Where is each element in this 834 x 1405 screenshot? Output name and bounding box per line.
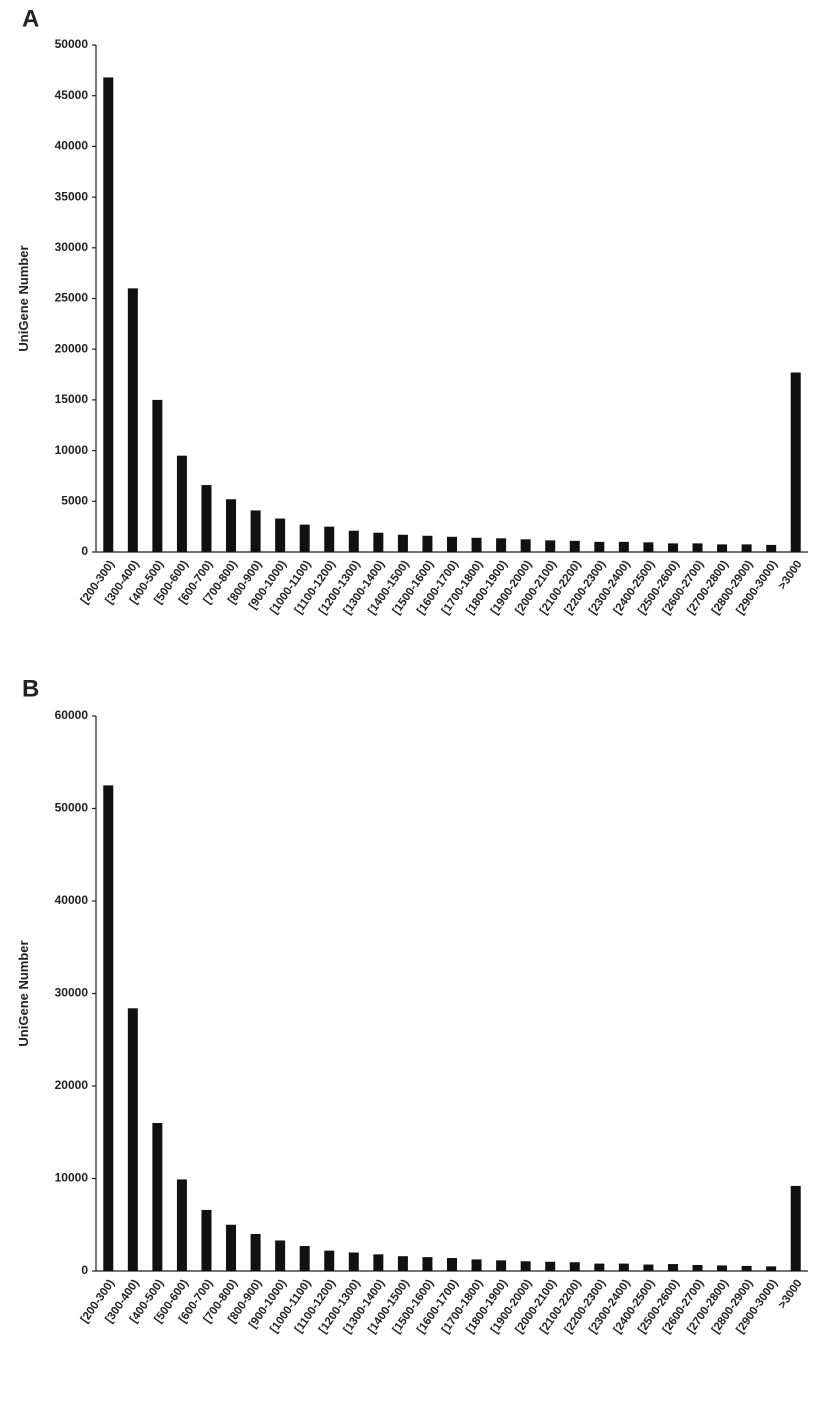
bar bbox=[447, 1258, 457, 1271]
y-tick-label: 10000 bbox=[55, 443, 89, 457]
y-tick-label: 15000 bbox=[55, 392, 89, 406]
bar bbox=[643, 542, 654, 552]
panel-label: A bbox=[22, 5, 39, 32]
bar bbox=[226, 1224, 237, 1271]
bar bbox=[397, 1256, 408, 1271]
bar bbox=[348, 1252, 359, 1271]
bar bbox=[422, 1257, 433, 1271]
bar bbox=[594, 1263, 605, 1271]
bar bbox=[152, 1123, 163, 1271]
bar bbox=[250, 510, 261, 552]
panel-label: B bbox=[22, 675, 39, 702]
y-tick-label: 30000 bbox=[55, 240, 89, 254]
bar bbox=[201, 1209, 212, 1271]
bar bbox=[717, 544, 728, 552]
bar bbox=[471, 1259, 482, 1271]
bar bbox=[741, 544, 752, 552]
y-axis-label: UniGene Number bbox=[16, 245, 31, 351]
y-tick-label: 50000 bbox=[55, 37, 89, 51]
y-tick-label: 40000 bbox=[55, 139, 89, 153]
bar bbox=[692, 543, 703, 552]
x-tick-label: >3000 bbox=[776, 559, 804, 592]
bar bbox=[250, 1234, 261, 1271]
bar bbox=[667, 543, 678, 552]
bar bbox=[127, 1008, 138, 1271]
bar bbox=[790, 1185, 801, 1271]
bar bbox=[226, 499, 237, 552]
y-tick-label: 25000 bbox=[55, 291, 89, 305]
bar bbox=[176, 455, 187, 552]
bar bbox=[594, 541, 605, 552]
bar bbox=[422, 535, 433, 552]
bar bbox=[299, 1246, 310, 1271]
bar bbox=[790, 372, 801, 552]
bar bbox=[766, 1266, 777, 1271]
bar bbox=[717, 1265, 728, 1271]
bar bbox=[373, 532, 384, 552]
y-tick-label: 35000 bbox=[55, 189, 89, 203]
bar bbox=[545, 1261, 556, 1271]
y-tick-label: 30000 bbox=[55, 986, 89, 1000]
y-tick-label: 0 bbox=[81, 1263, 88, 1277]
y-tick-label: 60000 bbox=[55, 708, 89, 722]
bar bbox=[397, 534, 408, 552]
y-axis-label: UniGene Number bbox=[16, 940, 31, 1046]
bar bbox=[275, 1240, 286, 1271]
bar bbox=[618, 1263, 629, 1271]
bar bbox=[545, 540, 556, 552]
y-tick-label: 20000 bbox=[55, 341, 89, 355]
bar bbox=[692, 1264, 703, 1271]
bar bbox=[324, 1250, 335, 1271]
bar bbox=[447, 536, 457, 552]
bar bbox=[373, 1254, 384, 1271]
bar bbox=[618, 541, 629, 552]
bar bbox=[569, 540, 580, 552]
bar bbox=[299, 524, 310, 552]
bar bbox=[127, 288, 138, 552]
bar bbox=[103, 77, 114, 552]
x-tick-label: >3000 bbox=[776, 1278, 804, 1311]
y-tick-label: 20000 bbox=[55, 1078, 89, 1092]
bar bbox=[667, 1264, 678, 1271]
bar bbox=[520, 1261, 531, 1271]
bar bbox=[324, 526, 335, 552]
bar bbox=[471, 537, 482, 552]
y-tick-label: 50000 bbox=[55, 801, 89, 815]
y-tick-label: 10000 bbox=[55, 1171, 89, 1185]
bar bbox=[496, 1260, 507, 1271]
bar bbox=[643, 1264, 654, 1271]
y-tick-label: 0 bbox=[81, 544, 88, 558]
bar bbox=[152, 399, 163, 552]
bar bbox=[569, 1262, 580, 1271]
y-tick-label: 45000 bbox=[55, 88, 89, 102]
bar bbox=[275, 518, 286, 552]
bar bbox=[520, 539, 531, 552]
y-tick-label: 5000 bbox=[61, 493, 88, 507]
bar bbox=[496, 538, 507, 552]
y-tick-label: 40000 bbox=[55, 893, 89, 907]
bar bbox=[103, 785, 114, 1271]
bar bbox=[741, 1265, 752, 1271]
bar bbox=[176, 1179, 187, 1271]
bar bbox=[348, 530, 359, 552]
bar bbox=[766, 544, 777, 552]
bar bbox=[201, 485, 212, 552]
